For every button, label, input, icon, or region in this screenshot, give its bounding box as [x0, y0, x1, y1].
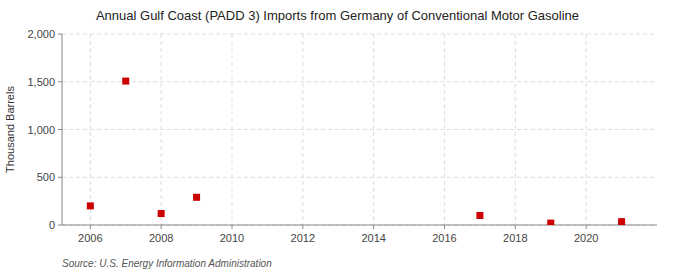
axes: 0 500 1,000 1,500 2,000 2006 2008 2010 2012 2014 2… — [27, 28, 657, 244]
y-tick — [58, 177, 62, 178]
y-grid-line — [62, 177, 657, 178]
y-grid-line — [62, 81, 657, 82]
chart-svg: Annual Gulf Coast (PADD 3) Imports from … — [0, 0, 675, 275]
y-grid-line — [62, 129, 657, 130]
x-tick-label: 2016 — [432, 232, 456, 244]
x-grid-line — [373, 34, 374, 225]
data-point — [122, 78, 129, 85]
x-tick — [373, 225, 374, 229]
source-note: Source: U.S. Energy Information Administ… — [62, 258, 272, 269]
x-tick — [444, 225, 445, 229]
y-tick — [58, 225, 62, 226]
data-point — [87, 202, 94, 209]
data-point — [193, 194, 200, 201]
y-grid-line — [62, 225, 657, 226]
y-tick-label: 0 — [49, 219, 55, 231]
x-grid-line — [586, 34, 587, 225]
data-point — [618, 218, 625, 225]
x-tick-label: 2012 — [291, 232, 315, 244]
data-point — [547, 220, 554, 225]
x-tick-label: 2010 — [220, 232, 244, 244]
data-point — [476, 212, 483, 219]
y-grid-line — [62, 34, 657, 35]
y-tick — [58, 129, 62, 130]
y-tick — [58, 81, 62, 82]
x-tick — [586, 225, 587, 229]
y-tick-label: 1,500 — [27, 76, 55, 88]
y-tick-label: 2,000 — [27, 28, 55, 40]
x-tick-label: 2014 — [361, 232, 385, 244]
y-axis-label: Thousand Barrels — [4, 86, 16, 173]
y-tick — [58, 34, 62, 35]
x-tick-label: 2020 — [574, 232, 598, 244]
x-grid-line — [515, 34, 516, 225]
x-tick — [232, 225, 233, 229]
x-tick-label: 2006 — [78, 232, 102, 244]
x-grid-line — [161, 34, 162, 225]
x-tick — [302, 225, 303, 229]
grid — [62, 34, 657, 225]
data-points — [87, 78, 625, 225]
x-tick — [515, 225, 516, 229]
data-point — [158, 210, 165, 217]
x-grid-line — [232, 34, 233, 225]
x-grid-line — [444, 34, 445, 225]
x-tick-label: 2008 — [149, 232, 173, 244]
y-axis-line — [62, 34, 63, 225]
x-grid-line — [90, 34, 91, 225]
title: Annual Gulf Coast (PADD 3) Imports from … — [96, 8, 579, 23]
x-axis-line — [62, 225, 657, 226]
y-tick-label: 500 — [37, 171, 55, 183]
x-tick — [161, 225, 162, 229]
x-tick — [90, 225, 91, 229]
x-tick-label: 2018 — [503, 232, 527, 244]
chart-container: Annual Gulf Coast (PADD 3) Imports from … — [0, 0, 675, 275]
x-grid-line — [302, 34, 303, 225]
y-tick-label: 1,000 — [27, 124, 55, 136]
